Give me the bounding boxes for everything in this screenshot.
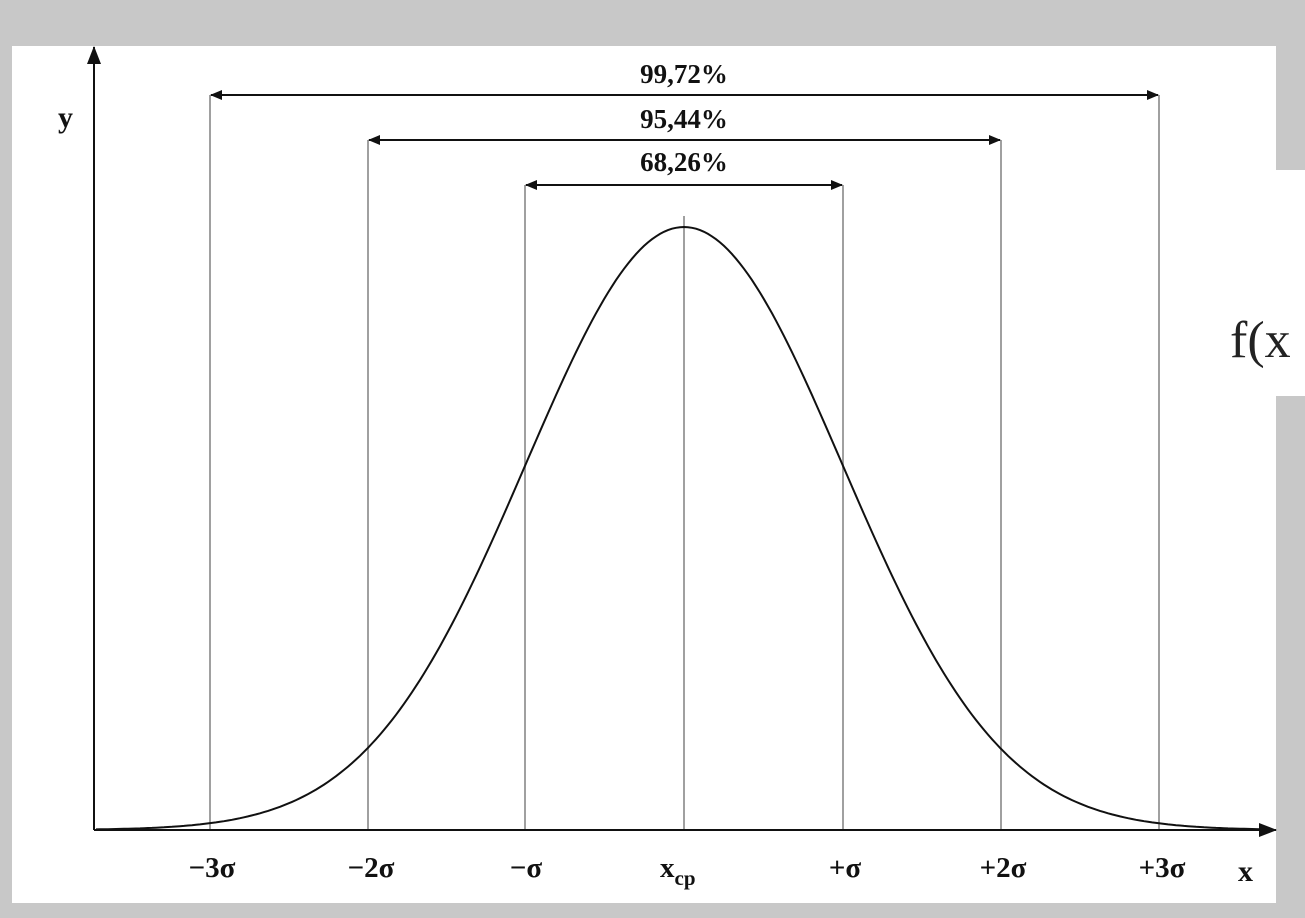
tick-label-plus-3-sigma: +3σ	[1139, 852, 1186, 884]
tick-label-minus-1-sigma: −σ	[510, 852, 543, 884]
mean-label-subscript: cp	[675, 866, 696, 890]
side-formula-fragment: f(x	[1230, 312, 1291, 369]
tick-label-minus-3-sigma: −3σ	[189, 852, 236, 884]
interval-label-1-sigma: 68,26%	[640, 147, 728, 177]
mean-label-base: x	[660, 852, 675, 884]
interval-95-44: 95,44%	[368, 104, 1001, 145]
interval-label-3-sigma: 99,72%	[640, 59, 728, 89]
sigma-guide-lines	[209, 95, 1160, 830]
interval-68-26: 68,26%	[525, 147, 843, 190]
y-axis-label: y	[58, 101, 73, 134]
bell-curve	[95, 225, 1268, 831]
x-axis-label: x	[1238, 855, 1253, 888]
x-tick-labels: −3σ −2σ −σ xcp +σ +2σ +3σ	[189, 852, 1186, 890]
tick-label-minus-2-sigma: −2σ	[348, 852, 395, 884]
tick-label-plus-1-sigma: +σ	[829, 852, 862, 884]
interval-99-72: 99,72%	[210, 59, 1159, 100]
tick-label-mean: xcp	[660, 852, 696, 890]
tick-label-plus-2-sigma: +2σ	[980, 852, 1027, 884]
interval-label-2-sigma: 95,44%	[640, 104, 728, 134]
side-formula-panel	[1222, 170, 1305, 396]
